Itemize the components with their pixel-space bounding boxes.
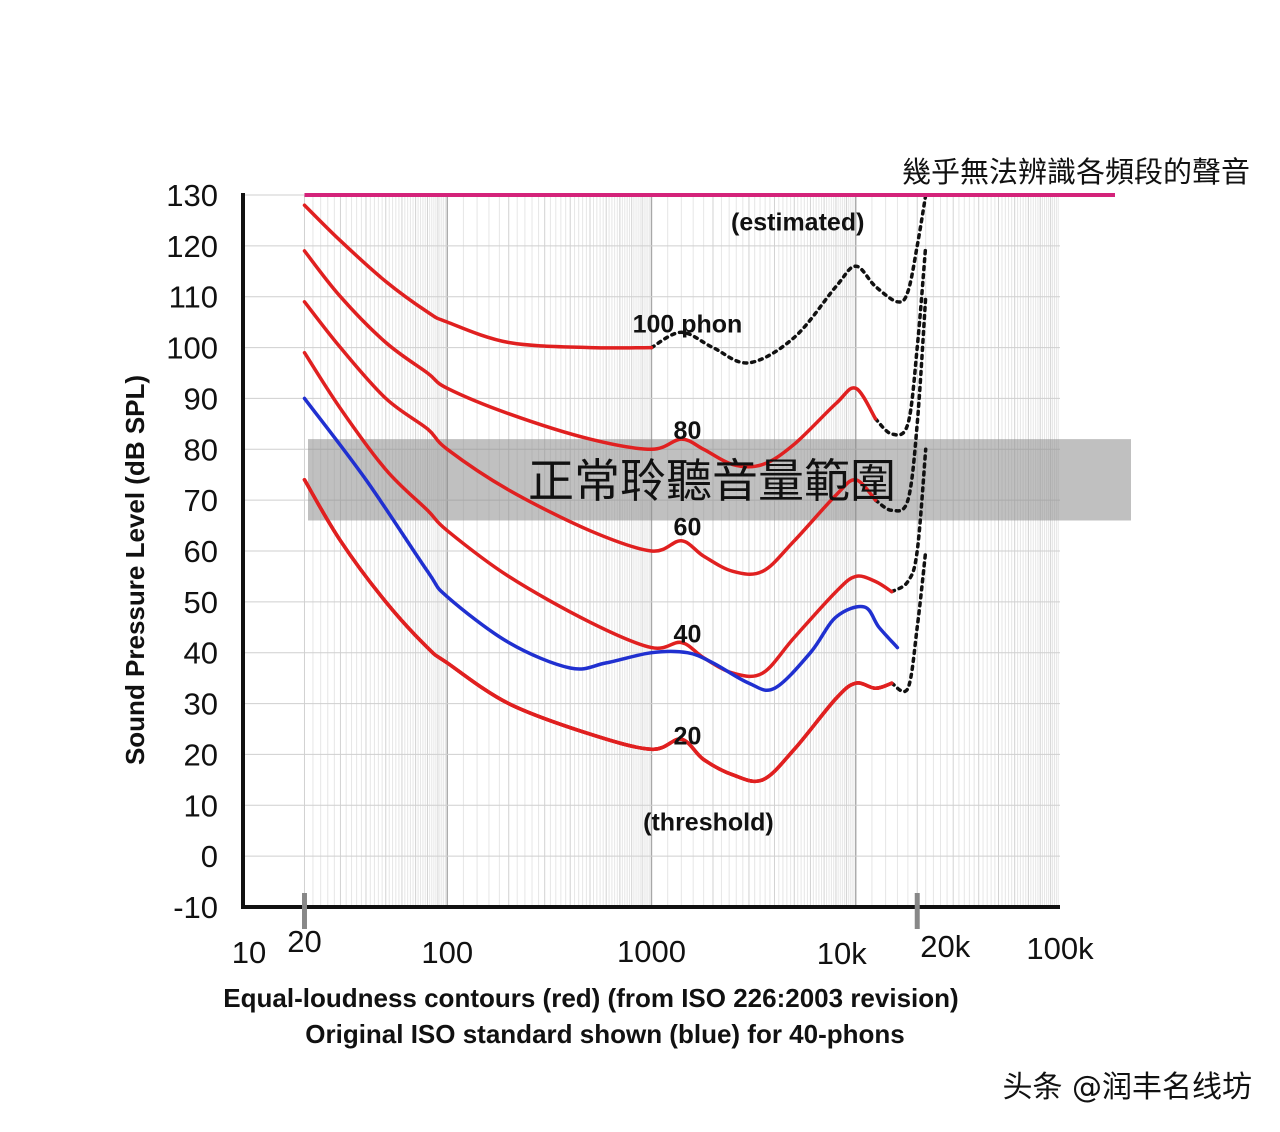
series-2-line <box>302 300 878 576</box>
x-tick-label: 1000 <box>617 934 686 969</box>
x-tick-label: 10k <box>817 936 867 971</box>
series-5-estimated-line <box>889 549 928 694</box>
annotation-1: 100 phon <box>633 310 743 338</box>
series-7-line <box>302 478 894 784</box>
y-tick-label: -10 <box>173 890 218 925</box>
caption-line-2: Original ISO standard shown (blue) for 4… <box>305 1019 905 1049</box>
limit-line-label: 幾乎無法辨識各頻段的聲音 <box>902 155 1250 189</box>
x-tick-label: 10 <box>232 935 266 970</box>
annotation-3: 60 <box>674 514 702 542</box>
x-tick-label: 100k <box>1026 931 1094 966</box>
x-tick-labels: 10 20 100 1000 10k 20k 100k <box>232 924 1094 971</box>
series-1-line <box>302 249 878 469</box>
y-tick-label: 90 <box>184 381 218 416</box>
series-0-line <box>302 203 654 350</box>
caption-line-1: Equal-loudness contours (red) (from ISO … <box>223 983 958 1013</box>
series-2-estimated-line <box>873 294 928 513</box>
annotations: (estimated) 100 phon 80 60 40 20 (threshold) <box>633 209 865 837</box>
series-1-estimated-line <box>873 244 928 437</box>
y-axis-label: Sound Pressure Level (dB SPL) <box>120 375 150 765</box>
series-group <box>302 193 928 784</box>
y-tick-label: 130 <box>166 178 218 213</box>
axes <box>241 193 1060 929</box>
x-tick-label: 20k <box>920 929 970 964</box>
y-tick-label: 120 <box>166 229 218 264</box>
listening-band-rect <box>308 439 1131 521</box>
x-tick-label: 20 <box>287 924 321 959</box>
y-tick-label: 0 <box>201 839 218 874</box>
y-tick-label: 70 <box>184 483 218 518</box>
series-4-line <box>302 396 900 693</box>
annotation-0: (estimated) <box>731 209 864 237</box>
y-tick-label: 100 <box>166 331 218 366</box>
listening-band-label: 正常聆聽音量範圍 <box>528 454 896 508</box>
watermark: 头条 @润丰名线坊 <box>1002 1070 1252 1105</box>
y-tick-label: 60 <box>184 534 218 569</box>
annotation-5: 20 <box>674 722 702 750</box>
y-tick-label: 110 <box>169 280 218 315</box>
annotation-4: 40 <box>674 621 702 649</box>
series-3-estimated-line <box>889 447 928 594</box>
x-tick-label: 100 <box>421 935 473 970</box>
annotation-6: (threshold) <box>643 809 774 837</box>
annotation-2: 80 <box>674 417 702 445</box>
listening-band <box>308 439 1131 521</box>
y-tick-label: 10 <box>184 788 218 823</box>
y-tick-label: 80 <box>184 432 218 467</box>
y-tick-label: 40 <box>184 636 218 671</box>
y-tick-label: 50 <box>184 585 218 620</box>
series-3-line <box>302 350 894 679</box>
series-0-estimated-line <box>649 193 928 365</box>
y-tick-label: 20 <box>184 737 218 772</box>
y-tick-label: 30 <box>184 687 218 722</box>
grid <box>243 194 1060 908</box>
